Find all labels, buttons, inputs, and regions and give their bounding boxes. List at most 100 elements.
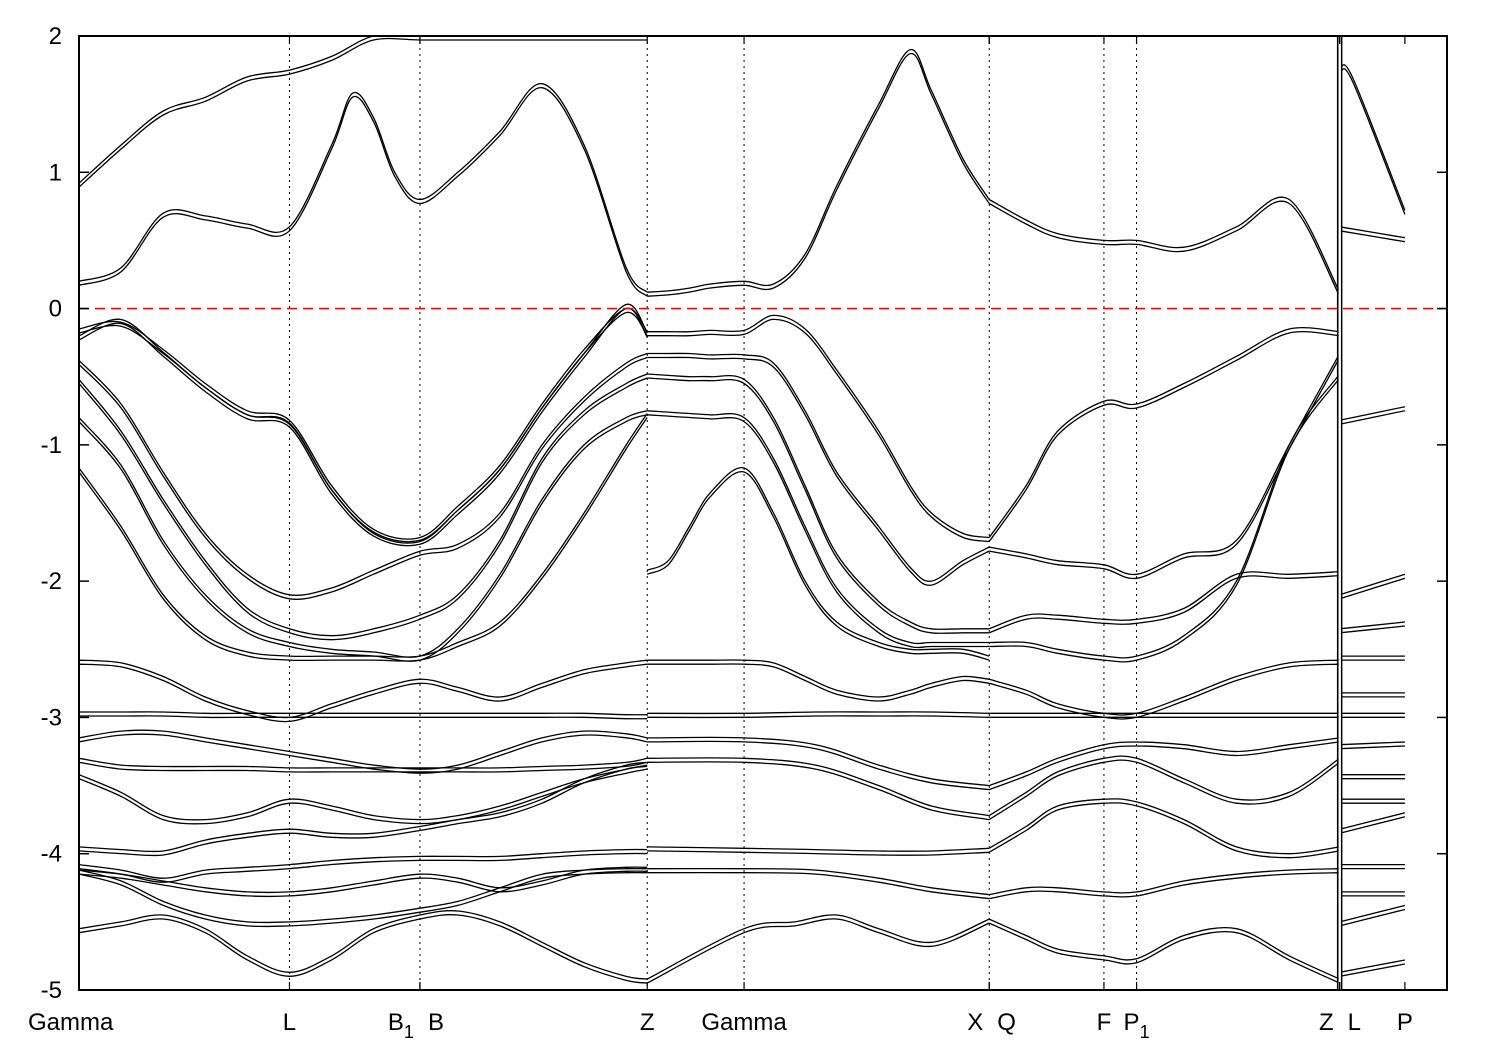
band-line-14-split [79, 870, 648, 898]
band-line-19-split [647, 52, 990, 297]
band-line-43 [988, 918, 1340, 980]
band-line-33 [988, 326, 1340, 538]
band-line-6 [79, 413, 648, 658]
band-line-29 [647, 846, 990, 852]
x-tick-label-10: P1 [1124, 1009, 1150, 1042]
band-line-19 [647, 48, 990, 293]
band-line-6-split [79, 417, 648, 662]
band-line-15 [79, 910, 648, 980]
band-line-22 [647, 373, 990, 630]
band-line-12 [79, 761, 648, 853]
band-line-41 [988, 798, 1340, 855]
band-line-46 [1339, 573, 1406, 596]
band-line-16-split [79, 871, 648, 928]
band-line-3-split [79, 356, 648, 600]
panel-gap [1338, 37, 1342, 989]
y-tick-label: 2 [49, 23, 62, 50]
band-line-51 [1339, 741, 1405, 746]
band-line-44-split [1339, 230, 1406, 243]
band-line-7-split [79, 663, 648, 723]
band-line-57-split [1339, 908, 1406, 927]
x-tick-label-2: L [283, 1009, 296, 1036]
band-line-4-split [79, 377, 648, 641]
band-line-11 [79, 764, 648, 821]
band-line-17 [79, 36, 648, 184]
x-tick-label-6: Gamma [701, 1009, 787, 1036]
band-line-37-split [989, 663, 1340, 720]
band-line-54 [1339, 812, 1406, 830]
x-tick-label-1: Gamma [28, 1009, 114, 1036]
band-line-5-split [79, 414, 648, 662]
band-lines [79, 36, 1406, 984]
band-line-2 [79, 303, 648, 543]
band-line-32 [988, 196, 1341, 293]
band-line-17-split [79, 37, 648, 188]
band-line-8 [79, 711, 648, 716]
band-line-15-split [79, 914, 648, 984]
x-tick-label-11: Z [1319, 1009, 1334, 1036]
band-line-20-split [647, 318, 990, 543]
band-line-9 [79, 729, 648, 770]
band-line-30-split [647, 871, 990, 900]
band-line-2-split [79, 307, 648, 547]
band-line-32-split [988, 200, 1341, 297]
band-line-8-split [79, 715, 648, 720]
band-line-18-split [79, 87, 648, 297]
band-line-58 [1339, 959, 1406, 973]
band-line-23 [647, 410, 990, 645]
band-line-47-split [1339, 625, 1405, 634]
band-line-34 [989, 353, 1341, 576]
band-line-36-split [989, 377, 1341, 663]
band-line-25 [647, 659, 990, 698]
band-line-11-split [79, 768, 648, 825]
band-line-16 [79, 867, 648, 924]
band-line-1-split [79, 311, 648, 544]
band-line-42 [989, 868, 1340, 896]
y-tick-label: -1 [41, 432, 62, 459]
band-line-30 [647, 867, 990, 896]
band-line-13-split [79, 852, 648, 883]
band-line-24 [646, 467, 990, 657]
band-line-57 [1339, 904, 1406, 923]
band-line-18 [79, 83, 648, 293]
y-tick-label: 1 [49, 159, 62, 186]
band-line-27-split [647, 740, 990, 791]
band-line-35 [988, 570, 1340, 630]
y-tick-label: 0 [49, 296, 62, 323]
band-line-39 [988, 737, 1340, 787]
x-tick-label-8: Q [997, 1009, 1016, 1036]
band-line-45-split [1339, 410, 1406, 425]
x-axis-ticks: Gamma L B1 B Z Gamma X Q F P1 Z L P [28, 36, 1413, 1042]
y-tick-label: -5 [41, 977, 62, 1004]
band-line-23-split [647, 414, 990, 649]
y-tick-label: -2 [41, 568, 62, 595]
band-line-58-split [1339, 963, 1406, 977]
band-line-12-split [79, 765, 648, 857]
band-line-7 [79, 659, 648, 719]
band-line-20 [647, 314, 990, 539]
band-line-25-split [647, 663, 990, 702]
y-tick-label: -3 [41, 704, 62, 731]
x-tick-label-3: B1 [388, 1009, 414, 1042]
band-line-31 [646, 914, 990, 980]
band-line-36 [989, 373, 1341, 659]
x-tick-label-5: Z [640, 1009, 655, 1036]
x-tick-label-7: X [967, 1009, 983, 1036]
band-line-22-split [647, 377, 990, 634]
band-line-5 [79, 410, 648, 658]
band-line-21-split [647, 356, 990, 586]
band-line-35-split [988, 574, 1340, 634]
band-line-3 [79, 352, 648, 596]
band-line-4 [79, 373, 648, 637]
band-line-1 [79, 307, 648, 540]
band-line-29-split [647, 850, 990, 856]
y-tick-label: -4 [41, 841, 62, 868]
band-line-9-split [79, 733, 648, 774]
band-line-34-split [989, 357, 1341, 580]
band-line-21 [647, 352, 990, 582]
band-line-26-split [647, 715, 990, 719]
symmetry-lines [288, 36, 1343, 990]
band-line-37 [989, 659, 1340, 716]
band-line-13 [79, 848, 648, 879]
band-line-39-split [988, 741, 1340, 791]
